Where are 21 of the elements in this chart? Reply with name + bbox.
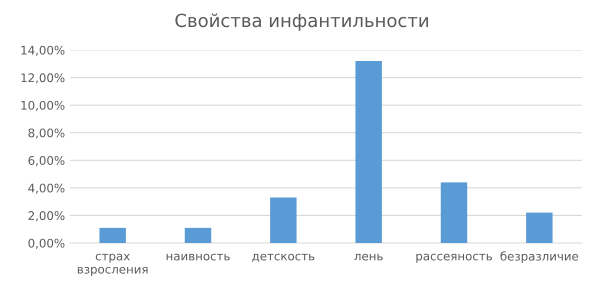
- y-tick-label: 10,00%: [21, 100, 64, 111]
- bar: [99, 228, 126, 243]
- x-tick-label: безразличие: [500, 251, 578, 263]
- chart-title: Свойства инфантильности: [175, 13, 428, 31]
- bar: [270, 198, 297, 243]
- x-tick-label: лень: [354, 254, 383, 260]
- bar: [355, 61, 382, 243]
- bar: [184, 228, 212, 243]
- y-tick-label: 8,00%: [28, 128, 64, 139]
- x-tick-label: детскость: [252, 254, 314, 262]
- bar: [526, 212, 553, 243]
- y-tick-label: 2,00%: [28, 211, 64, 222]
- y-tick-label: 0,00%: [28, 238, 64, 249]
- y-tick-label: 4,00%: [28, 184, 64, 194]
- bar: [440, 182, 468, 243]
- y-tick-label: 12,00%: [21, 73, 64, 84]
- y-tick-label: 14,00%: [21, 46, 64, 56]
- x-tick-label: рассеяность: [416, 254, 492, 263]
- y-tick-label: 6,00%: [28, 156, 64, 166]
- x-tick-label: страх взросления: [78, 254, 148, 276]
- x-tick-label: наивность: [166, 254, 230, 260]
